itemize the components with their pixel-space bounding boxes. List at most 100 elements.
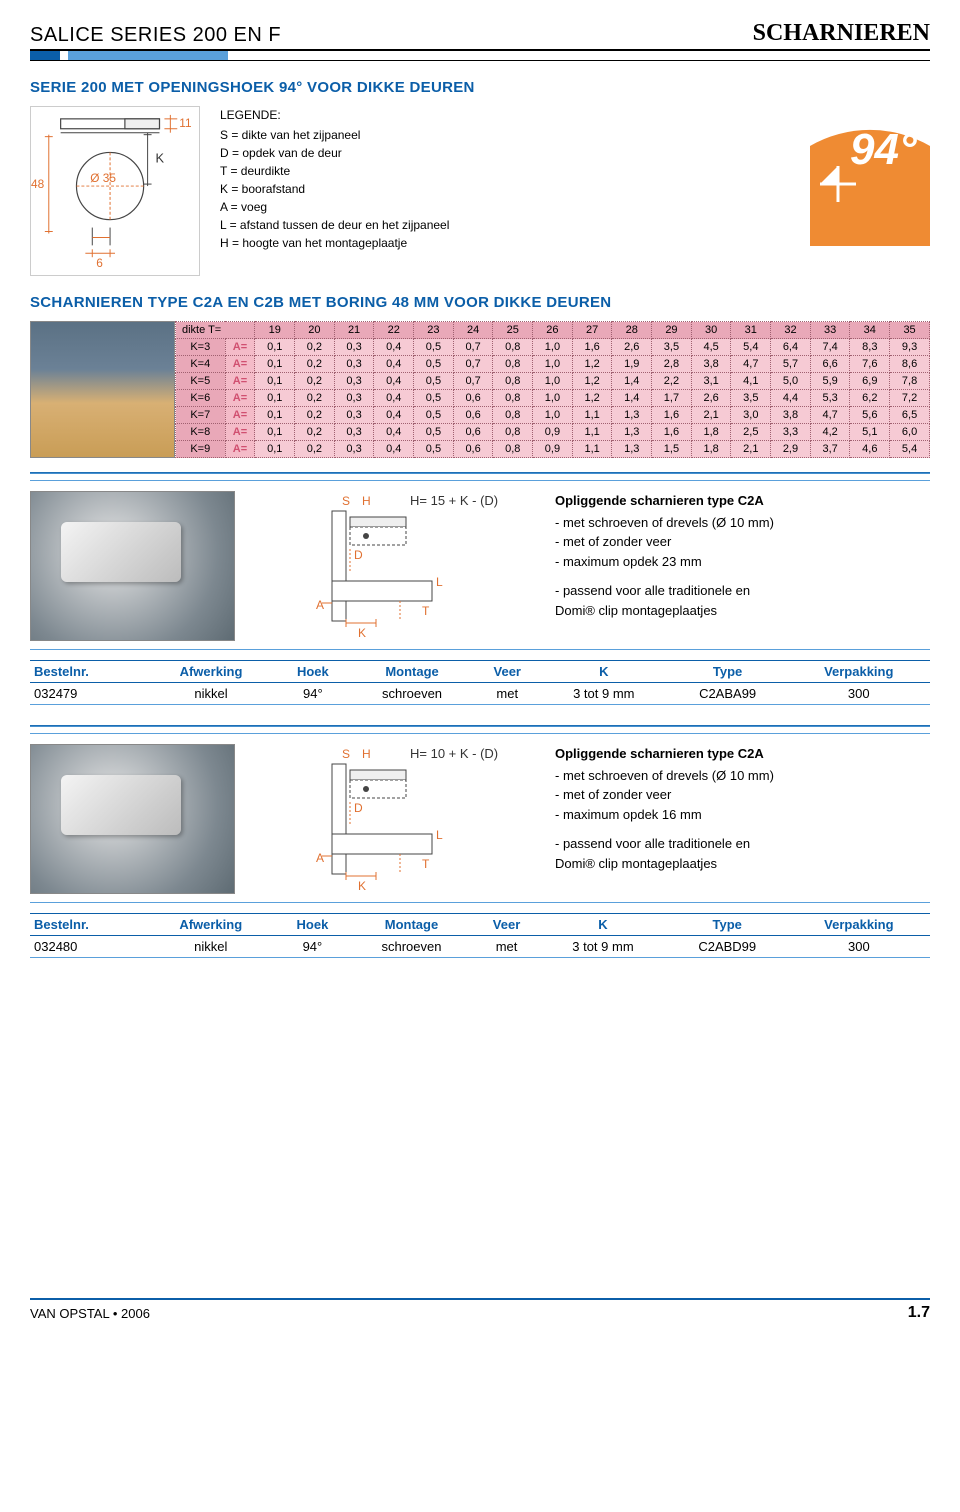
pink-cell: 0,6 <box>453 407 493 424</box>
pink-table-header: 33 <box>810 322 850 339</box>
pink-cell: 1,1 <box>572 424 612 441</box>
desc-title: Opliggende scharnieren type C2A <box>555 744 930 764</box>
legende-item: H = hoogte van het montageplaatje <box>220 234 790 252</box>
svg-text:A: A <box>316 598 324 612</box>
pink-cell: 7,2 <box>890 390 930 407</box>
order-header: Type <box>667 914 788 936</box>
desc-line: - passend voor alle traditionele en <box>555 834 930 854</box>
legende-item: D = opdek van de deur <box>220 144 790 162</box>
svg-text:H: H <box>362 494 371 508</box>
pink-cell: 1,0 <box>533 373 573 390</box>
pink-cell: 4,7 <box>731 356 771 373</box>
pink-cell: 0,5 <box>414 390 454 407</box>
pink-cell: 1,3 <box>612 407 652 424</box>
svg-text:H= 10 + K - (D): H= 10 + K - (D) <box>410 746 498 761</box>
pink-table-header: 26 <box>533 322 573 339</box>
desc-line: - met schroeven of drevels (Ø 10 mm) <box>555 766 930 786</box>
pink-cell: 0,8 <box>493 441 533 458</box>
pink-cell: 0,8 <box>493 373 533 390</box>
pink-cell: 0,3 <box>334 441 374 458</box>
svg-text:48: 48 <box>31 177 45 191</box>
pink-cell: 0,2 <box>295 339 335 356</box>
pink-cell: 0,3 <box>334 373 374 390</box>
pink-cell: 9,3 <box>890 339 930 356</box>
pink-cell: 0,1 <box>255 390 295 407</box>
pink-cell: 2,2 <box>652 373 692 390</box>
order-table: Bestelnr.AfwerkingHoekMontageVeerKTypeVe… <box>30 660 930 705</box>
pink-cell: 3,7 <box>810 441 850 458</box>
legende-item: L = afstand tussen de deur en het zijpan… <box>220 216 790 234</box>
pink-cell: 6,0 <box>890 424 930 441</box>
order-cell: met <box>474 936 539 958</box>
pink-cell: 0,2 <box>295 373 335 390</box>
thickness-table: dikte T=19202122232425262728293031323334… <box>175 321 930 458</box>
pink-row-k: K=9 <box>176 441 226 458</box>
pink-cell: 4,5 <box>691 339 731 356</box>
pink-cell: 0,4 <box>374 441 414 458</box>
pink-cell: 0,2 <box>295 441 335 458</box>
pink-cell: 1,3 <box>612 424 652 441</box>
order-cell: nikkel <box>146 936 276 958</box>
desc-line: Domi® clip montageplaatjes <box>555 601 930 621</box>
pink-table-header: dikte T= <box>176 322 255 339</box>
pink-cell: 0,4 <box>374 373 414 390</box>
pink-cell: 1,8 <box>691 441 731 458</box>
pink-cell: 1,6 <box>572 339 612 356</box>
pink-table-header: 31 <box>731 322 771 339</box>
pink-cell: 1,0 <box>533 407 573 424</box>
pink-table-header: 22 <box>374 322 414 339</box>
pink-cell: 5,1 <box>850 424 890 441</box>
pink-table-header: 27 <box>572 322 612 339</box>
order-header: Bestelnr. <box>30 914 146 936</box>
svg-text:A: A <box>316 851 324 865</box>
pink-cell: 2,6 <box>691 390 731 407</box>
section-title-1: SERIE 200 MET OPENINGSHOEK 94° VOOR DIKK… <box>30 79 930 96</box>
pink-row-k: K=3 <box>176 339 226 356</box>
pink-cell: 6,5 <box>890 407 930 424</box>
order-cell: 94° <box>276 936 349 958</box>
pink-cell: 0,2 <box>295 356 335 373</box>
pink-row-k: K=6 <box>176 390 226 407</box>
svg-text:94°: 94° <box>850 125 917 174</box>
legende-item: S = dikte van het zijpaneel <box>220 126 790 144</box>
order-cell: 032479 <box>30 683 146 705</box>
desc-title: Opliggende scharnieren type C2A <box>555 491 930 511</box>
pink-cell: 3,1 <box>691 373 731 390</box>
order-cell: 3 tot 9 mm <box>540 683 668 705</box>
legende-title: LEGENDE: <box>220 106 790 124</box>
desc-line: - met of zonder veer <box>555 532 930 552</box>
pink-cell: 0,1 <box>255 407 295 424</box>
order-header: Verpakking <box>788 661 930 683</box>
pink-table-header: 28 <box>612 322 652 339</box>
pink-row-a: A= <box>225 390 255 407</box>
pink-cell: 7,4 <box>810 339 850 356</box>
pink-cell: 0,8 <box>493 407 533 424</box>
desc-line: - maximum opdek 23 mm <box>555 552 930 572</box>
pink-table-header: 23 <box>414 322 454 339</box>
pink-cell: 1,0 <box>533 356 573 373</box>
pink-cell: 3,0 <box>731 407 771 424</box>
svg-text:H: H <box>362 747 371 761</box>
pink-cell: 0,5 <box>414 441 454 458</box>
pink-cell: 1,3 <box>612 441 652 458</box>
svg-text:K: K <box>156 150 165 165</box>
pink-cell: 3,8 <box>771 407 811 424</box>
pink-cell: 0,6 <box>453 390 493 407</box>
pink-row-k: K=8 <box>176 424 226 441</box>
pink-cell: 0,7 <box>453 339 493 356</box>
order-header: Type <box>668 661 788 683</box>
pink-cell: 5,4 <box>731 339 771 356</box>
header-left: SALICE SERIES 200 EN F <box>30 24 281 47</box>
legende-item: T = deurdikte <box>220 162 790 180</box>
pink-cell: 1,4 <box>612 373 652 390</box>
thickness-table-row: dikte T=19202122232425262728293031323334… <box>30 321 930 458</box>
svg-text:D: D <box>354 801 363 815</box>
svg-text:T: T <box>422 857 430 871</box>
pink-cell: 1,1 <box>572 441 612 458</box>
pink-cell: 0,8 <box>493 339 533 356</box>
order-cell: 300 <box>788 683 930 705</box>
pink-cell: 0,4 <box>374 390 414 407</box>
divider <box>30 472 930 474</box>
pink-cell: 0,3 <box>334 390 374 407</box>
pink-table-header: 25 <box>493 322 533 339</box>
